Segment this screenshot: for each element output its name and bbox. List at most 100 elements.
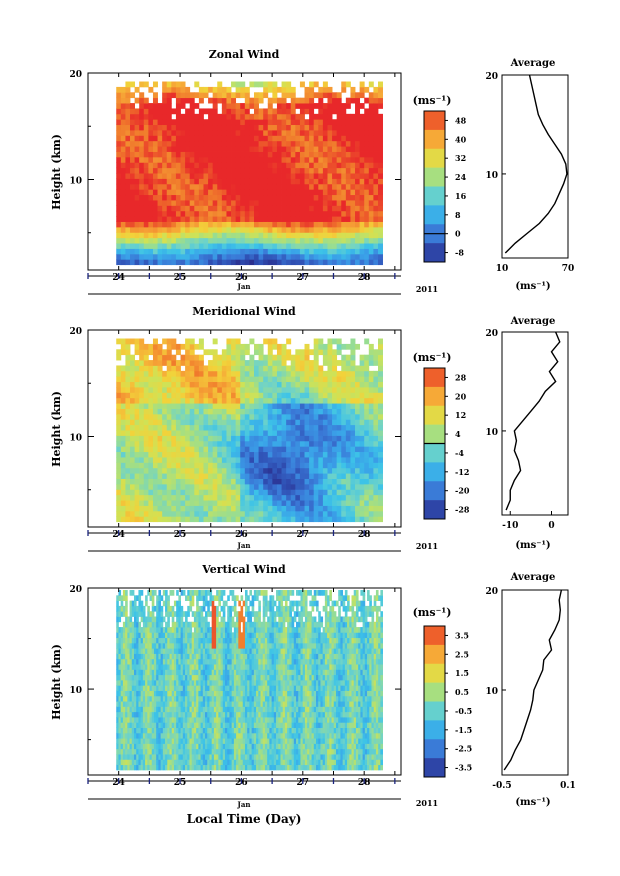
heatmap-cell (153, 637, 157, 644)
heatmap-cell (162, 658, 166, 665)
heatmap-cell (272, 167, 278, 174)
heatmap-cell (120, 462, 126, 469)
heatmap-cell (203, 232, 209, 239)
heatmap-cell (208, 194, 214, 201)
heatmap-cell (151, 727, 155, 734)
heatmap-cell (281, 200, 287, 206)
heatmap-cell (221, 510, 227, 517)
heatmap-cell (378, 146, 383, 152)
heatmap-cell (345, 178, 351, 185)
heatmap-cell (166, 338, 172, 345)
heatmap-cell (364, 510, 370, 517)
heatmap-cell (336, 243, 342, 249)
heatmap-cell (364, 370, 370, 377)
heatmap-cell (254, 403, 259, 409)
heatmap-cell (249, 205, 255, 212)
heatmap-cell (185, 130, 191, 136)
heatmap-cell (143, 365, 149, 372)
heatmap-cell (198, 130, 204, 136)
heatmap-cell (162, 711, 166, 718)
heatmap-cell (166, 113, 172, 120)
heatmap-cell (156, 695, 159, 702)
heatmap-cell (235, 162, 241, 169)
heatmap-cell (373, 370, 379, 377)
heatmap-cell (166, 216, 172, 222)
heatmap-cell (244, 370, 250, 377)
heatmap-cell (167, 653, 170, 660)
heatmap-cell (116, 253, 122, 260)
heatmap-cell (373, 119, 379, 126)
heatmap-cell (189, 451, 195, 458)
heatmap-cell (130, 194, 135, 201)
heatmap-cell (336, 500, 342, 506)
heatmap-cell (249, 424, 255, 431)
heatmap-cell (143, 467, 149, 474)
heatmap-cell (276, 156, 282, 163)
heatmap-cell (240, 478, 246, 485)
heatmap-cell (198, 173, 204, 179)
heatmap-cell (355, 232, 361, 239)
heatmap-cell (212, 419, 218, 426)
heatmap-cell (208, 146, 214, 152)
heatmap-cell (134, 370, 140, 377)
profile-y-tick-label: 10 (485, 171, 498, 181)
heatmap-cell (286, 451, 292, 458)
heatmap-cell (167, 658, 170, 665)
heatmap-cell (125, 473, 131, 479)
heatmap-cell (350, 500, 356, 506)
heatmap-cell (129, 621, 133, 628)
heatmap-cell (122, 701, 126, 707)
heatmap-cell (142, 717, 146, 723)
heatmap-cell (166, 467, 172, 474)
heatmap-cell (189, 97, 195, 104)
heatmap-cell (167, 611, 170, 617)
heatmap-cell (120, 376, 126, 383)
heatmap-cell (142, 754, 146, 760)
heatmap-cell (152, 243, 158, 249)
heatmap-cell (231, 397, 237, 404)
heatmap-cell (134, 253, 140, 260)
heatmap-cell (350, 156, 356, 163)
heatmap-cell (129, 627, 133, 633)
heatmap-cell (304, 92, 310, 99)
heatmap-cell (217, 489, 223, 496)
heatmap-cell (180, 478, 186, 485)
heatmap-cell (378, 349, 383, 356)
heatmap-cell (364, 451, 370, 458)
heatmap-cell (194, 146, 200, 152)
heatmap-cell (180, 590, 184, 596)
heatmap-cell (355, 97, 361, 104)
zonal-colorbar-unit: (ms⁻¹) (413, 94, 452, 107)
heatmap-cell (364, 248, 370, 255)
heatmap-cell (281, 500, 287, 506)
heatmap-cell (125, 451, 131, 458)
heatmap-cell (336, 135, 342, 142)
heatmap-cell (272, 151, 278, 158)
heatmap-cell (318, 473, 324, 479)
heatmap-cell (332, 92, 338, 99)
heatmap-cell (162, 349, 168, 356)
heatmap-cell (171, 397, 177, 404)
heatmap-cell (156, 738, 159, 744)
heatmap-cell (198, 473, 204, 479)
heatmap-cell (240, 343, 246, 350)
heatmap-cell (235, 113, 241, 120)
colorbar-segment (424, 243, 445, 263)
heatmap-cell (125, 510, 131, 517)
heatmap-cell (116, 86, 122, 93)
heatmap-cell (267, 370, 273, 377)
heatmap-cell (189, 430, 195, 436)
heatmap-cell (167, 627, 170, 633)
heatmap-cell (336, 435, 342, 442)
heatmap-cell (276, 505, 282, 512)
heatmap-cell (173, 717, 177, 723)
heatmap-cell (133, 600, 137, 607)
heatmap-cell (120, 717, 124, 723)
heatmap-cell (131, 732, 135, 739)
heatmap-cell (244, 243, 250, 249)
heatmap-cell (244, 178, 250, 185)
heatmap-cell (309, 173, 315, 179)
heatmap-cell (272, 210, 278, 217)
heatmap-cell (368, 183, 374, 190)
heatmap-cell (295, 446, 301, 453)
